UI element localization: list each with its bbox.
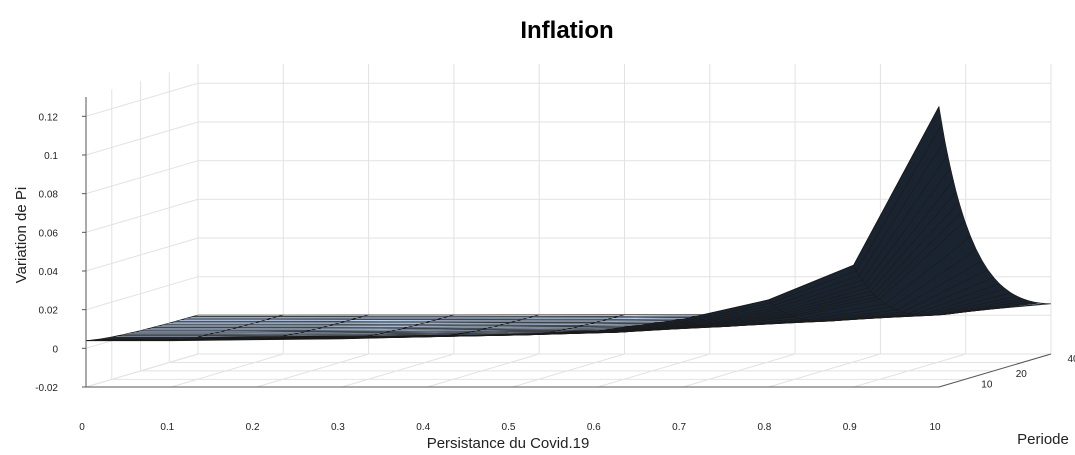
- grid-line: [85, 82, 1051, 117]
- y-axis-line: [938, 353, 1052, 388]
- grid-line: [85, 121, 1051, 156]
- grid-line: [111, 89, 965, 380]
- x-tick-label: 0.9: [843, 422, 857, 433]
- x-axis-label: Persistance du Covid.19: [427, 435, 590, 452]
- grid-line: [768, 64, 881, 388]
- z-tick-label: 0.08: [39, 190, 59, 201]
- y-axis-label: Periode: [1017, 431, 1069, 448]
- grid-line: [682, 64, 796, 388]
- grid-line: [140, 80, 994, 372]
- surface-front-edge: [86, 106, 940, 342]
- y-tick-label: 20: [1016, 369, 1028, 380]
- grid-line: [197, 64, 1051, 355]
- z-tick-label: -0.02: [35, 383, 58, 394]
- chart-title: Inflation: [520, 17, 613, 44]
- z-tick-label: 0: [52, 344, 58, 355]
- grid-line: [427, 64, 540, 388]
- x-tick-label: 0.8: [757, 422, 771, 433]
- surface-layer: [85, 105, 1052, 342]
- x-tick-label: 0: [79, 422, 85, 433]
- z-tick-label: 0.1: [44, 151, 58, 162]
- x-tick-label: 0.5: [502, 422, 516, 433]
- axes-layer: -0.02 0 0.02 0.04 0.06 0.08 0.1 0.12 0 0.1 0.2 0.3 0…: [35, 97, 1075, 433]
- x-tick-label: 0.7: [672, 422, 686, 433]
- x-tick-label: 0.2: [246, 422, 260, 433]
- z-tick-label: 0.12: [39, 112, 59, 123]
- z-tick-label: 0.06: [39, 228, 59, 239]
- x-tick-label: 0.1: [160, 422, 174, 433]
- y-tick-label: 40: [1067, 354, 1075, 365]
- x-tick-label: 0.6: [587, 422, 601, 433]
- y-tick-label: 10: [981, 379, 993, 390]
- z-tick-label: 0.02: [39, 306, 59, 317]
- x-tick-label: 0.4: [416, 422, 430, 433]
- grid-line: [168, 72, 1023, 363]
- grid-line: [597, 64, 711, 388]
- grid-line: [512, 64, 625, 388]
- z-axis-label: Variation de Pi: [13, 187, 30, 283]
- x-tick-label: 0.3: [331, 422, 345, 433]
- grid-layer: [85, 64, 1052, 388]
- x-tick-label: 10: [929, 422, 941, 433]
- z-tick-label: 0.04: [39, 267, 59, 278]
